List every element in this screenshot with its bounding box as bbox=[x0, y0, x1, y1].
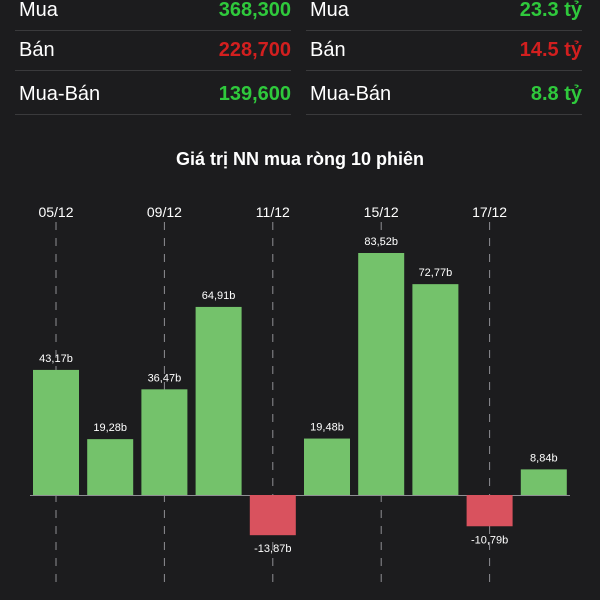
volume-sell-label: Bán bbox=[19, 39, 55, 61]
x-tick-label: 17/12 bbox=[472, 204, 507, 220]
bar bbox=[466, 495, 513, 527]
volume-net-row: Mua-Bán 139,600 bbox=[15, 71, 291, 115]
x-tick-label: 09/12 bbox=[147, 204, 182, 220]
bar bbox=[304, 438, 350, 495]
x-tick-label: 05/12 bbox=[38, 204, 73, 220]
volume-buy-value: 368,300 bbox=[218, 0, 291, 21]
volume-sell-row: Bán 228,700 bbox=[15, 31, 291, 71]
bar-value-label: -13,87b bbox=[254, 543, 291, 555]
volume-column: Mua 368,300 Bán 228,700 Mua-Bán 139,600 bbox=[15, 0, 291, 115]
bar bbox=[249, 495, 296, 536]
value-buy-value: 23.3 tỷ bbox=[519, 0, 582, 21]
value-net-row: Mua-Bán 8.8 tỷ bbox=[306, 71, 582, 115]
value-sell-label: Bán bbox=[310, 39, 346, 61]
bar-value-label: 64,91b bbox=[202, 290, 236, 302]
bar-value-label: 83,52b bbox=[364, 236, 398, 248]
x-tick-label: 15/12 bbox=[364, 204, 399, 220]
bar bbox=[33, 369, 79, 495]
bar-value-label: 43,17b bbox=[39, 353, 73, 365]
bar-value-label: 8,84b bbox=[530, 452, 558, 464]
volume-buy-row: Mua 368,300 bbox=[15, 0, 291, 31]
bar-value-label: 19,28b bbox=[93, 422, 127, 434]
chart-title: Giá trị NN mua ròng 10 phiên bbox=[175, 149, 425, 169]
bar bbox=[195, 306, 242, 495]
value-column: Mua 23.3 tỷ Bán 14.5 tỷ Mua-Bán 8.8 tỷ bbox=[306, 0, 582, 115]
value-net-label: Mua-Bán bbox=[310, 83, 392, 105]
value-sell-row: Bán 14.5 tỷ bbox=[306, 31, 582, 71]
bar bbox=[520, 469, 567, 495]
volume-buy-label: Mua bbox=[19, 0, 58, 21]
bar-value-label: 36,47b bbox=[148, 372, 182, 384]
bar bbox=[87, 439, 134, 495]
bar-value-label: 72,77b bbox=[419, 267, 453, 279]
value-net-value: 8.8 tỷ bbox=[530, 83, 582, 105]
value-sell-value: 14.5 tỷ bbox=[519, 39, 582, 61]
bar-value-label: -10,79b bbox=[471, 534, 508, 546]
volume-net-value: 139,600 bbox=[218, 83, 291, 105]
stats-panel: Mua 368,300 Bán 228,700 Mua-Bán 139,600 … bbox=[0, 0, 600, 115]
bar bbox=[412, 284, 459, 495]
value-buy-label: Mua bbox=[310, 0, 349, 21]
x-tick-label: 11/12 bbox=[256, 204, 290, 220]
bar bbox=[358, 253, 405, 495]
volume-sell-value: 228,700 bbox=[218, 39, 291, 61]
bar-value-label: 19,48b bbox=[310, 422, 344, 434]
volume-net-label: Mua-Bán bbox=[19, 83, 101, 105]
value-buy-row: Mua 23.3 tỷ bbox=[306, 0, 582, 31]
bar bbox=[141, 389, 188, 495]
